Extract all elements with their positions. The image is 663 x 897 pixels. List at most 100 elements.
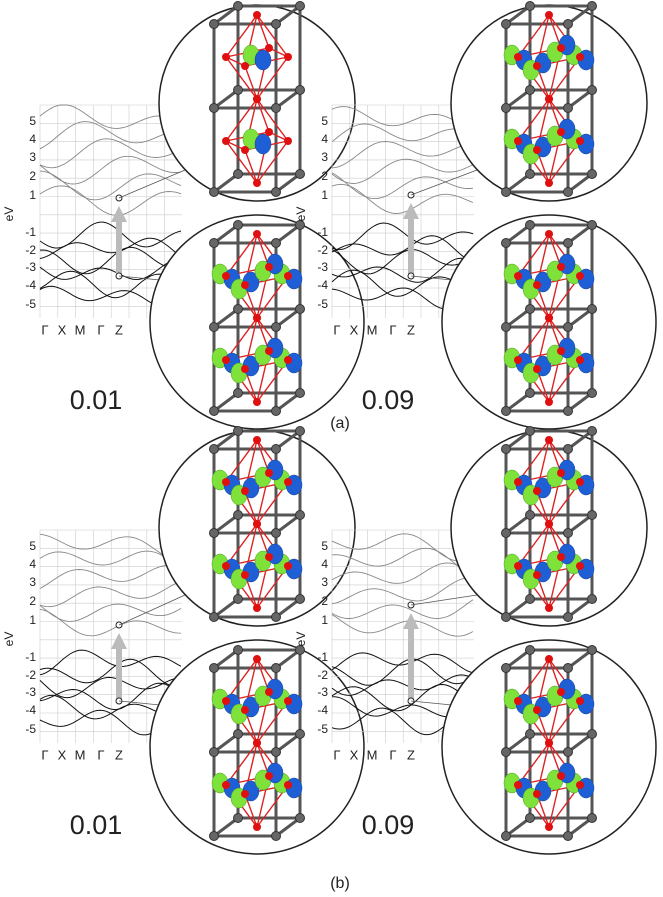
- oxygen-atom: [533, 487, 541, 495]
- k-point-label: Γ: [389, 322, 396, 337]
- y-axis-label: eV: [2, 632, 16, 647]
- oxygen-atom: [284, 478, 292, 486]
- oxygen-atom: [241, 487, 249, 495]
- metal-atom: [209, 747, 219, 757]
- oxygen-atom: [514, 697, 522, 705]
- oxygen-atom: [253, 520, 261, 528]
- y-tick-label: -4: [317, 278, 328, 292]
- metal-atom: [233, 85, 243, 95]
- oxygen-atom: [545, 230, 553, 238]
- band-plot: [39, 529, 182, 743]
- oxygen-atom: [284, 272, 292, 280]
- conduction-band: [331, 158, 474, 184]
- callout-line: [118, 594, 186, 626]
- oxygen-atom: [557, 44, 565, 52]
- unit-cell: [209, 426, 305, 622]
- oxygen-atom: [253, 230, 261, 238]
- metal-atom: [563, 19, 573, 29]
- conduction-band: [39, 533, 182, 561]
- metal-atom: [563, 663, 573, 673]
- metal-atom: [271, 19, 281, 29]
- metal-atom: [563, 103, 573, 113]
- metal-atom: [295, 169, 305, 179]
- metal-atom: [563, 747, 573, 757]
- oxygen-atom: [576, 562, 584, 570]
- metal-atom: [525, 1, 535, 11]
- metal-atom: [271, 528, 281, 538]
- unit-cell: [501, 220, 597, 416]
- y-tick-label: -3: [25, 685, 36, 699]
- oxygen-atom: [576, 697, 584, 705]
- metal-atom: [525, 510, 535, 520]
- oxygen-atom: [253, 314, 261, 322]
- oxygen-atom: [557, 469, 565, 477]
- valence-band: [39, 270, 182, 299]
- y-tick-label: -3: [25, 260, 36, 274]
- callout-line: [410, 169, 478, 196]
- y-tick-label: 5: [321, 539, 328, 553]
- k-point-label: Z: [115, 747, 123, 762]
- metal-atom: [587, 304, 597, 314]
- oxygen-atom: [545, 314, 553, 322]
- oxygen-atom: [545, 11, 553, 19]
- oxygen-atom: [222, 137, 230, 145]
- metal-atom: [209, 612, 219, 622]
- y-tick-label: -3: [317, 260, 328, 274]
- k-point-label: X: [350, 322, 359, 337]
- oxygen-atom: [576, 781, 584, 789]
- oxygen-atom: [265, 128, 273, 136]
- y-tick-label: 4: [29, 557, 36, 571]
- valence-band: [39, 658, 182, 687]
- metal-atom: [295, 85, 305, 95]
- arrow-head: [111, 206, 127, 222]
- metal-atom: [271, 187, 281, 197]
- oxygen-atom: [557, 347, 565, 355]
- y-tick-label: 4: [321, 557, 328, 571]
- k-point-label: X: [350, 747, 359, 762]
- y-tick-label: 2: [29, 594, 36, 608]
- metal-atom: [295, 729, 305, 739]
- k-point-label: M: [367, 747, 378, 762]
- k-point-label: X: [58, 322, 67, 337]
- metal-atom: [233, 729, 243, 739]
- conduction-band: [331, 614, 474, 637]
- metal-atom: [295, 813, 305, 823]
- metal-atom: [271, 406, 281, 416]
- y-tick-label: 1: [321, 613, 328, 627]
- oxygen-atom: [253, 604, 261, 612]
- oxygen-atom: [514, 272, 522, 280]
- y-tick-label: -1: [25, 225, 36, 239]
- oxygen-atom: [576, 356, 584, 364]
- oxygen-atom: [265, 553, 273, 561]
- y-tick-label: 5: [321, 114, 328, 128]
- conduction-band: [39, 608, 182, 637]
- panel-label: 0.09: [362, 385, 415, 415]
- metal-atom: [563, 238, 573, 248]
- oxygen-atom: [557, 772, 565, 780]
- metal-atom: [525, 645, 535, 655]
- oxygen-atom: [545, 823, 553, 831]
- octahedron-edge: [256, 56, 289, 100]
- oxygen-atom: [222, 356, 230, 364]
- metal-atom: [501, 831, 511, 841]
- oxygen-atom: [533, 790, 541, 798]
- y-tick-label: -4: [317, 703, 328, 717]
- y-tick-label: -5: [317, 722, 328, 736]
- oxygen-atom: [222, 53, 230, 61]
- k-point-label: Z: [407, 322, 415, 337]
- unit-cell: [209, 645, 305, 841]
- oxygen-atom: [576, 272, 584, 280]
- band-plot: [331, 104, 474, 318]
- oxygen-atom: [265, 688, 273, 696]
- metal-atom: [271, 663, 281, 673]
- oxygen-atom: [222, 272, 230, 280]
- metal-atom: [563, 406, 573, 416]
- oxygen-atom: [514, 53, 522, 61]
- oxygen-atom: [557, 128, 565, 136]
- conduction-band: [331, 172, 474, 200]
- callout-line: [410, 275, 453, 281]
- y-tick-label: -1: [317, 225, 328, 239]
- metal-atom: [587, 426, 597, 436]
- metal-atom: [209, 322, 219, 332]
- oxygen-atom: [533, 281, 541, 289]
